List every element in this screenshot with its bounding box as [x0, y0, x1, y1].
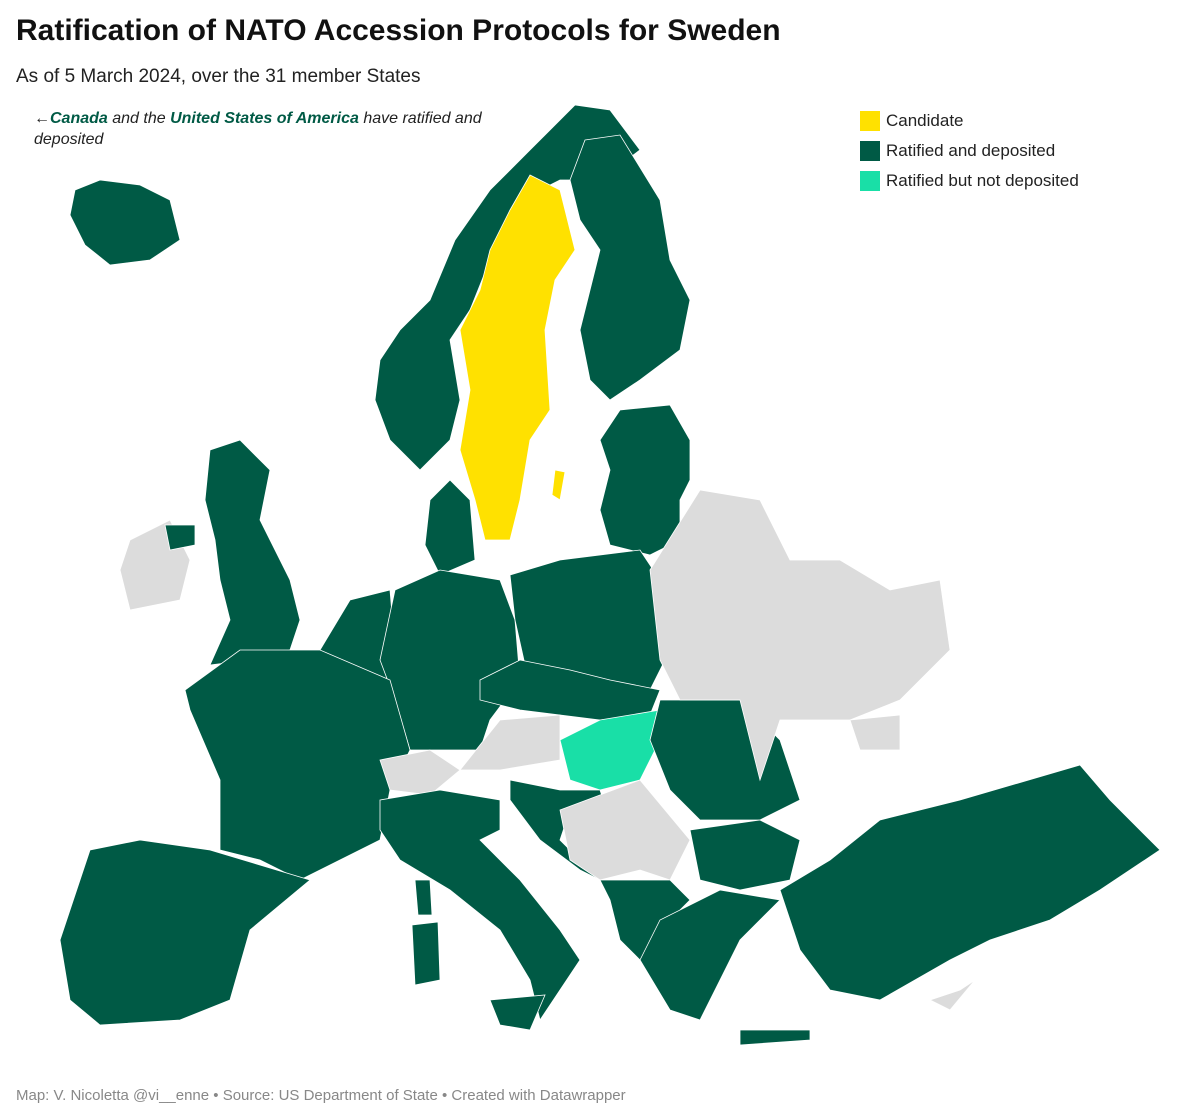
country: [559, 779, 691, 881]
country: [424, 479, 476, 576]
countries: [59, 104, 1161, 1046]
country: [184, 649, 411, 881]
country: [509, 549, 671, 691]
country: [379, 749, 461, 796]
country: [414, 879, 433, 916]
country: [459, 714, 561, 771]
title: Ratification of NATO Accession Protocols…: [16, 14, 781, 47]
country: [489, 994, 546, 1031]
country: [849, 714, 901, 751]
country: [379, 789, 581, 1021]
annotation-text: have ratified and deposited: [34, 110, 482, 148]
legend-item: Ratified but not deposited: [860, 166, 1079, 196]
country: [689, 819, 801, 891]
subtitle: As of 5 March 2024, over the 31 member S…: [16, 66, 421, 87]
footer: Map: V. Nicoletta @vi__enne • Source: US…: [16, 1087, 626, 1104]
country: [204, 439, 301, 666]
legend-item: Candidate: [860, 106, 1079, 136]
country: [559, 709, 666, 791]
country: [164, 524, 196, 551]
legend-swatch: [860, 111, 880, 131]
country-name: United States of America: [170, 110, 359, 127]
country: [649, 489, 951, 782]
legend-label: Ratified and deposited: [886, 141, 1056, 160]
legend-label: Candidate: [886, 111, 964, 130]
annotation-text: and the: [107, 110, 171, 127]
country: [459, 174, 576, 541]
legend: Candidate Ratified and deposited Ratified …: [860, 106, 1079, 196]
arrow: ←: [34, 110, 50, 127]
country: [739, 1029, 811, 1046]
country: [411, 921, 441, 986]
country: [639, 889, 781, 1021]
country: [551, 469, 566, 501]
country-name: Canada: [50, 110, 108, 127]
legend-swatch: [860, 141, 880, 161]
legend-swatch: [860, 171, 880, 191]
country: [59, 839, 311, 1026]
legend-item: Ratified and deposited: [860, 136, 1079, 166]
country: [779, 764, 1161, 1001]
legend-label: Ratified but not deposited: [886, 171, 1079, 190]
annotation: ←Canada and the United States of America…: [34, 108, 514, 150]
country: [69, 179, 181, 266]
country: [569, 134, 691, 401]
country: [928, 979, 976, 1011]
